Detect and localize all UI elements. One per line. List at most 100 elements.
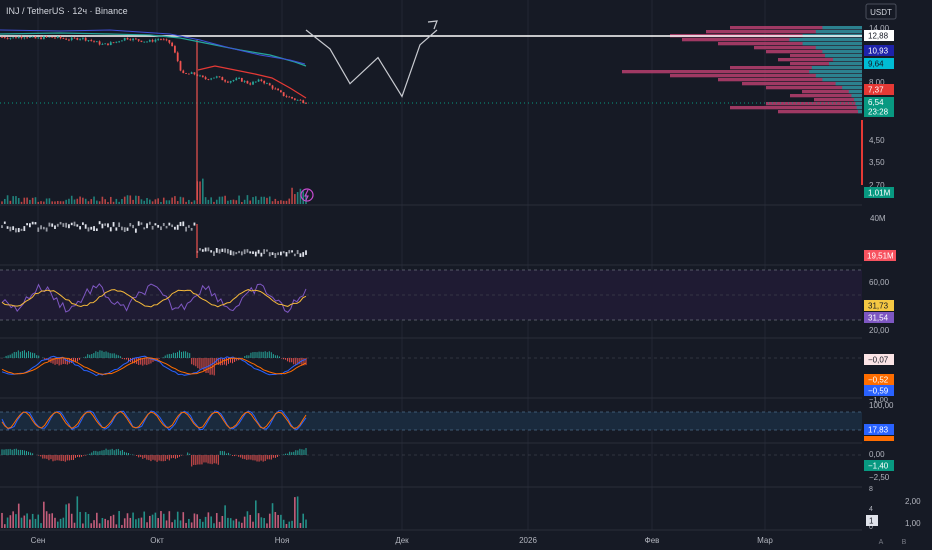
macd-histogram-bar: [176, 352, 178, 358]
last-pane-bar: [31, 513, 34, 528]
main-volume-bar: [246, 195, 249, 204]
last-pane-bar: [302, 513, 305, 528]
main-volume-bar: [68, 198, 70, 204]
last-pane-bar: [54, 517, 56, 528]
main-volume-bar: [207, 199, 210, 204]
pane2-bar: [157, 224, 160, 228]
svg-text:−0,59: −0,59: [868, 387, 889, 396]
svg-text:31,54: 31,54: [868, 314, 889, 323]
pane2-bar: [79, 226, 81, 230]
oscillator-histogram-bar: [93, 450, 95, 455]
oscillator-histogram-bar: [305, 448, 307, 455]
candle-body: [73, 37, 76, 39]
candle-body: [93, 40, 95, 42]
last-pane-bar: [282, 519, 285, 528]
last-pane-bar: [252, 521, 254, 528]
last-pane-bar: [79, 511, 81, 528]
oscillator-histogram-bar: [79, 455, 81, 458]
macd-histogram-bar: [276, 355, 278, 358]
candle-body: [151, 40, 154, 42]
main-volume-bar: [126, 195, 129, 204]
macd-histogram-bar: [66, 358, 68, 365]
time-label-2026: 2026: [519, 536, 537, 545]
oscillator-histogram-bar: [246, 455, 248, 460]
main-volume-bar: [17, 198, 20, 204]
oscillator-histogram-bar: [123, 451, 125, 455]
pane2-bar: [218, 249, 221, 254]
pane2-bar: [299, 253, 302, 258]
main-volume-bar: [137, 195, 140, 204]
pane2-bar: [263, 249, 266, 254]
volume-profile-bar: [832, 58, 862, 62]
symbol-title[interactable]: INJ / TetherUS · 12ч · Binance: [6, 6, 128, 16]
oscillator-histogram-bar: [203, 455, 205, 463]
pane2-bar: [101, 223, 104, 229]
last-pane-bar: [204, 516, 207, 528]
pane2-bar: [288, 250, 291, 254]
main-volume-bar: [43, 201, 45, 204]
main-volume-bar: [162, 197, 165, 204]
log-scale-button[interactable]: B: [902, 539, 907, 546]
last-pane-bar: [90, 523, 93, 528]
main-volume-bar: [266, 197, 268, 204]
volume-profile-bar: [778, 58, 862, 62]
candle-body: [6, 38, 9, 39]
last-pane-bar: [45, 511, 48, 528]
pane2-bar: [68, 224, 70, 229]
macd-histogram-bar: [95, 351, 97, 358]
last-pane-bar: [37, 514, 40, 528]
last-pane-bar: [6, 517, 9, 528]
volume-profile-bar: [825, 54, 862, 58]
macd-histogram-bar: [250, 352, 252, 358]
volume-profile-bar: [829, 62, 862, 66]
main-volume-bar: [196, 181, 199, 204]
main-volume-bar: [193, 200, 196, 204]
oscillator-histogram-bar: [264, 455, 266, 461]
lightning-icon[interactable]: [300, 188, 314, 202]
oscillator-histogram-bar: [125, 452, 127, 455]
last-pane-bar: [146, 522, 148, 528]
candle-body: [40, 37, 42, 40]
last-pane-bar: [235, 518, 238, 528]
auto-scale-button[interactable]: A: [879, 539, 884, 546]
stoch-d-label: [864, 436, 894, 441]
oscillator-histogram-bar: [287, 453, 289, 455]
candle-body: [204, 77, 207, 80]
time-label-feb: Фев: [645, 536, 660, 545]
svg-text:10,93: 10,93: [868, 47, 889, 56]
oscillator-histogram-bar: [1, 449, 3, 455]
pane2-bar: [176, 224, 179, 230]
candle-body: [235, 78, 238, 81]
main-volume-bar: [285, 200, 288, 204]
macd-histogram-bar: [234, 358, 236, 362]
oscillator-histogram-bar: [207, 455, 209, 464]
last-pane-bar: [70, 513, 73, 528]
last-pane-bar: [76, 496, 79, 528]
main-volume-bar: [73, 199, 76, 204]
candle-body: [260, 79, 263, 81]
candle-body: [165, 39, 168, 41]
candle-body: [3, 37, 6, 39]
last-pane-bar: [126, 513, 129, 528]
main-volume-bar: [76, 198, 79, 204]
macd-histogram-bar: [21, 350, 23, 358]
rsi-ma-line: [1, 289, 307, 308]
oscillator-histogram-bar: [60, 455, 62, 462]
svg-text:6,54: 6,54: [868, 98, 884, 107]
currency-button[interactable]: [865, 3, 897, 20]
pane2-bar: [249, 251, 252, 254]
oscillator-histogram-bar: [270, 455, 272, 460]
main-volume-bar: [1, 201, 3, 204]
main-volume-bar: [168, 200, 171, 204]
main-volume-bar: [9, 200, 12, 204]
oscillator-histogram-bar: [28, 451, 30, 455]
oscillator-histogram-bar: [268, 455, 270, 460]
rsi-tick-60: 60,00: [869, 278, 890, 287]
main-volume-bar: [157, 198, 159, 204]
main-volume-bar: [12, 196, 14, 204]
pane2-bar: [20, 228, 23, 231]
macd-histogram-bar: [5, 355, 7, 358]
oscillator-histogram-bar: [170, 455, 172, 459]
pane2-bar: [193, 222, 196, 226]
